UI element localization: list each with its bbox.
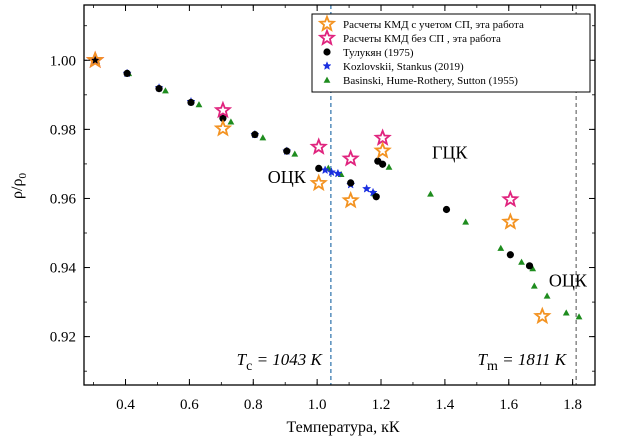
- data-point: [347, 179, 355, 187]
- x-tick-label: 1.4: [436, 397, 455, 413]
- y-tick-label: 0.98: [50, 122, 76, 138]
- data-marks: [85, 50, 583, 325]
- data-point: [462, 218, 470, 225]
- data-point: [385, 163, 393, 170]
- legend-entry-label: Расчеты КМД с учетом СП, эта работа: [343, 19, 524, 31]
- y-axis-label-sub: 0: [17, 173, 29, 179]
- data-point: [427, 190, 434, 197]
- reference-line-label-main: T: [237, 350, 248, 369]
- x-axis-label: Температура, кК: [286, 419, 399, 436]
- x-tick-label: 1.6: [499, 397, 518, 413]
- y-tick-label: 0.92: [50, 330, 76, 346]
- legend: Расчеты КМД с учетом СП, эта работа Расче…: [311, 13, 591, 93]
- legend-marker: [317, 28, 337, 46]
- data-point: [341, 149, 360, 167]
- reference-line-label-sub: m: [487, 359, 498, 374]
- data-point: [195, 101, 203, 108]
- data-point: [379, 160, 387, 168]
- phase-label: ОЦК: [268, 167, 307, 187]
- legend-entry-label: Расчеты КМД без СП , эта работа: [343, 33, 501, 45]
- data-point: [529, 265, 537, 272]
- data-point: [501, 189, 520, 208]
- x-tick-label: 1.8: [563, 397, 582, 413]
- data-point: [155, 85, 163, 93]
- data-point: [251, 130, 259, 139]
- reference-line-label-sub: c: [246, 359, 252, 374]
- data-point: [518, 258, 525, 265]
- data-point: [283, 147, 291, 155]
- reference-line-label-main: T: [477, 350, 488, 369]
- x-tick-label: 1.2: [372, 397, 391, 413]
- data-point: [525, 262, 534, 270]
- legend-marker: [323, 76, 331, 83]
- data-point: [562, 309, 570, 316]
- data-point: [309, 137, 328, 155]
- series-group: [93, 57, 583, 320]
- legend-entry-label: Тулукян (1975): [343, 47, 414, 59]
- y-tick-label: 0.94: [50, 261, 77, 277]
- data-point: [530, 282, 538, 289]
- data-point: [213, 118, 233, 137]
- data-point: [373, 128, 392, 146]
- data-point: [123, 69, 131, 77]
- phase-label: ОЦК: [549, 271, 588, 291]
- series-group: [91, 56, 534, 270]
- data-point: [326, 167, 337, 177]
- data-point: [315, 164, 323, 172]
- x-tick-label: 0.4: [116, 397, 135, 413]
- legend-marker: [323, 48, 331, 56]
- data-point: [219, 114, 227, 122]
- data-point: [333, 168, 343, 178]
- data-point: [506, 251, 514, 259]
- data-point: [361, 183, 372, 193]
- reference-line-label: Tc = 1043 K: [237, 350, 324, 374]
- data-point: [341, 190, 360, 209]
- x-tick-label: 0.8: [244, 397, 263, 413]
- data-point: [309, 173, 328, 192]
- legend-box: [311, 13, 591, 93]
- reference-line-label: Tm = 1811 K: [477, 350, 567, 374]
- data-point: [442, 205, 451, 214]
- y-tick-label: 1.00: [50, 53, 76, 69]
- x-tick-label: 1.0: [308, 397, 327, 413]
- data-point: [291, 150, 299, 157]
- data-point: [259, 134, 267, 141]
- data-point: [187, 98, 195, 107]
- data-point: [227, 118, 235, 125]
- data-point: [213, 100, 233, 119]
- y-axis-label-main: ρ/ρ: [9, 179, 26, 199]
- data-point: [533, 306, 552, 325]
- data-point: [162, 87, 169, 94]
- phase-annotations: ОЦК ГЦК ОЦК: [268, 143, 588, 291]
- legend-entry-label: Basinski, Hume-Rothery, Sutton (1955): [343, 75, 518, 87]
- data-point: [373, 141, 392, 159]
- reference-lines: Tc = 1043 K Tm = 1811 K: [237, 5, 577, 385]
- axes: 0.4 0.6 0.8 1.0 1.2 1.4 1.6 1.8 0.92 0.94 0.96 0.98…: [50, 4, 596, 413]
- y-tick-label: 0.96: [50, 191, 77, 207]
- reference-line-label-rest: = 1043 K: [252, 350, 323, 369]
- data-point: [372, 193, 380, 201]
- legend-marker: [317, 14, 337, 32]
- data-point: [543, 292, 551, 299]
- legend-entry-label: Kozlovskii, Stankus (2019): [343, 61, 464, 73]
- phase-label: ГЦК: [432, 143, 468, 163]
- data-point: [85, 50, 105, 69]
- data-point: [501, 212, 520, 230]
- series-group: [85, 50, 552, 325]
- legend-marker: [322, 61, 332, 70]
- data-point: [497, 244, 505, 251]
- reference-line-label-rest: = 1811 K: [498, 350, 568, 369]
- x-tick-label: 0.6: [180, 397, 199, 413]
- data-point: [575, 313, 583, 320]
- data-point: [368, 187, 378, 197]
- plot-frame: [83, 4, 596, 386]
- y-axis-label: ρ/ρ0: [9, 173, 29, 199]
